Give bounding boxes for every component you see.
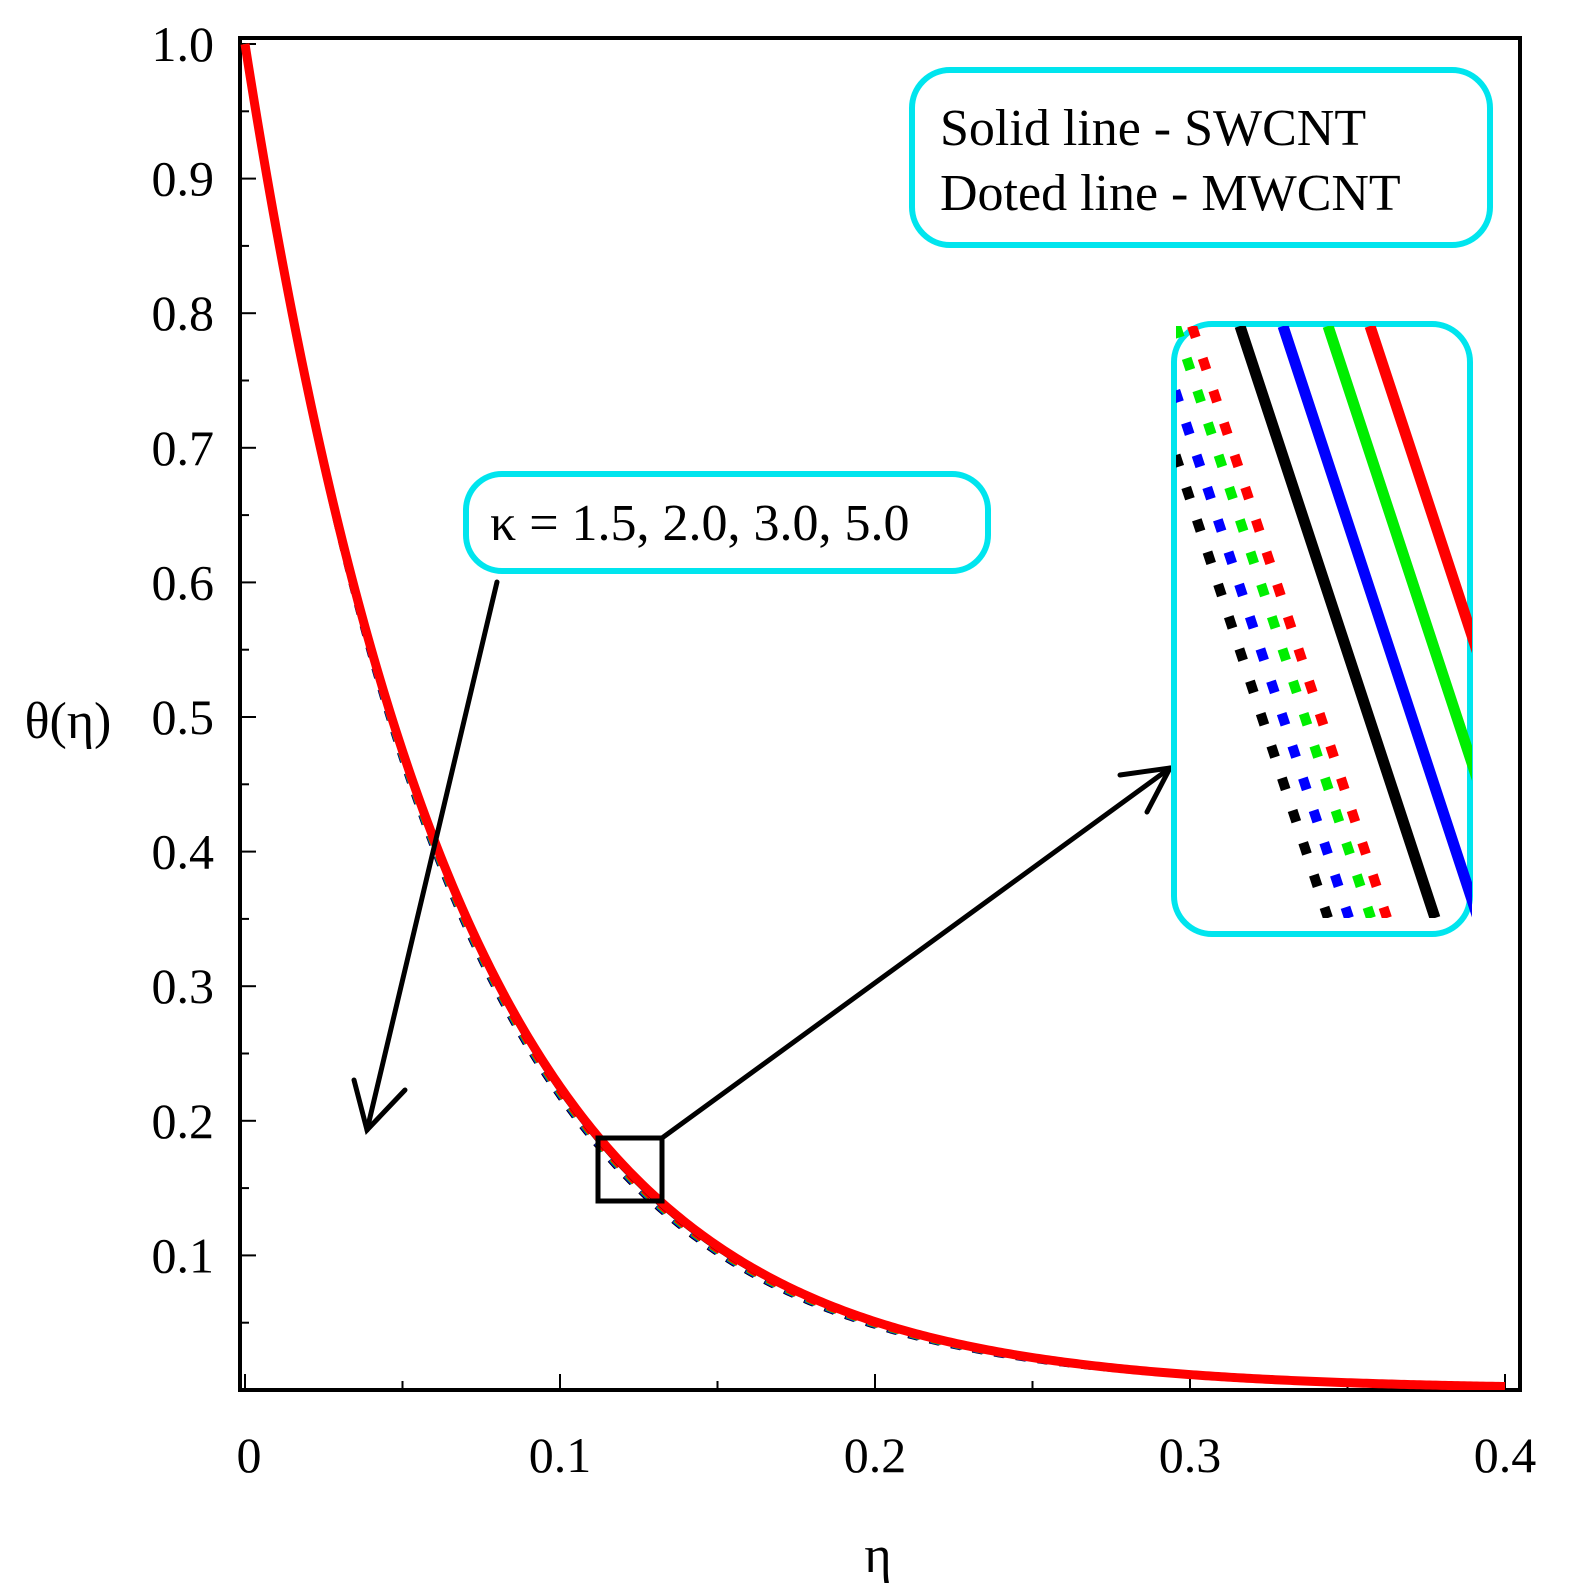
legend-box — [909, 67, 1493, 248]
inset-line-solid-black — [1234, 326, 1441, 918]
inset-line-dotted-black — [1176, 440, 1333, 918]
inset-line-solid-green — [1322, 326, 1472, 781]
y-tick-label: 0.4 — [152, 824, 215, 880]
inset-line-dotted-red — [1187, 326, 1392, 918]
axis-ticks: 0 0.1 0.2 0.3 0.4 0.1 0.2 0.3 0.4 0.5 0.6 0.7 0.8 0.9… — [152, 16, 1537, 1483]
y-tick-label: 0.6 — [152, 554, 215, 610]
x-tick-label: 0 — [237, 1427, 262, 1483]
kappa-annotation: κ = 1.5, 2.0, 3.0, 5.0 — [463, 471, 991, 574]
inset-line-dotted-blue — [1176, 376, 1354, 918]
kappa-arrow-shaft — [364, 579, 500, 1133]
x-tick-label: 0.3 — [1159, 1427, 1222, 1483]
y-axis-label: θ(η) — [25, 693, 112, 750]
kappa-annotation-box — [463, 471, 991, 574]
plot-area — [238, 36, 1522, 1392]
inset-line-solid-red — [1364, 326, 1472, 654]
y-tick-label: 0.8 — [152, 285, 215, 341]
legend-dotted-line: Doted line - MWCNT — [940, 165, 1401, 222]
y-tick-label: 0.5 — [152, 689, 215, 745]
x-tick-label: 0.1 — [529, 1427, 592, 1483]
y-tick-label: 0.7 — [152, 420, 215, 476]
y-tick-label: 0.3 — [152, 958, 215, 1014]
kappa-annotation-text: κ = 1.5, 2.0, 3.0, 5.0 — [490, 495, 910, 552]
x-tick-label: 0.2 — [844, 1427, 907, 1483]
curves — [240, 43, 1506, 1390]
legend: Solid line - SWCNT Doted line - MWCNT — [909, 67, 1493, 248]
inset-line-solid-blue — [1277, 326, 1472, 918]
inset-lines — [1176, 326, 1472, 918]
zoom-arrow-shaft — [659, 765, 1173, 1141]
legend-solid-line: Solid line - SWCNT — [940, 100, 1366, 157]
zoom-arrow-head — [1117, 764, 1175, 815]
y-tick-label: 0.1 — [152, 1227, 215, 1283]
inset — [1171, 321, 1473, 937]
zoom-arrow — [659, 764, 1175, 1141]
kappa-arrow — [351, 579, 500, 1135]
x-axis-label: η — [864, 1527, 891, 1584]
x-tick-label: 0.4 — [1474, 1427, 1537, 1483]
kappa-arrow-head — [351, 1077, 408, 1135]
y-tick-label: 0.2 — [152, 1093, 215, 1149]
zoom-box — [595, 1135, 665, 1204]
inset-line-dotted-green — [1176, 326, 1376, 918]
curve-solid-5.0 — [240, 43, 1506, 1390]
y-tick-label: 0.9 — [152, 151, 215, 207]
y-tick-label: 1.0 — [152, 16, 215, 72]
